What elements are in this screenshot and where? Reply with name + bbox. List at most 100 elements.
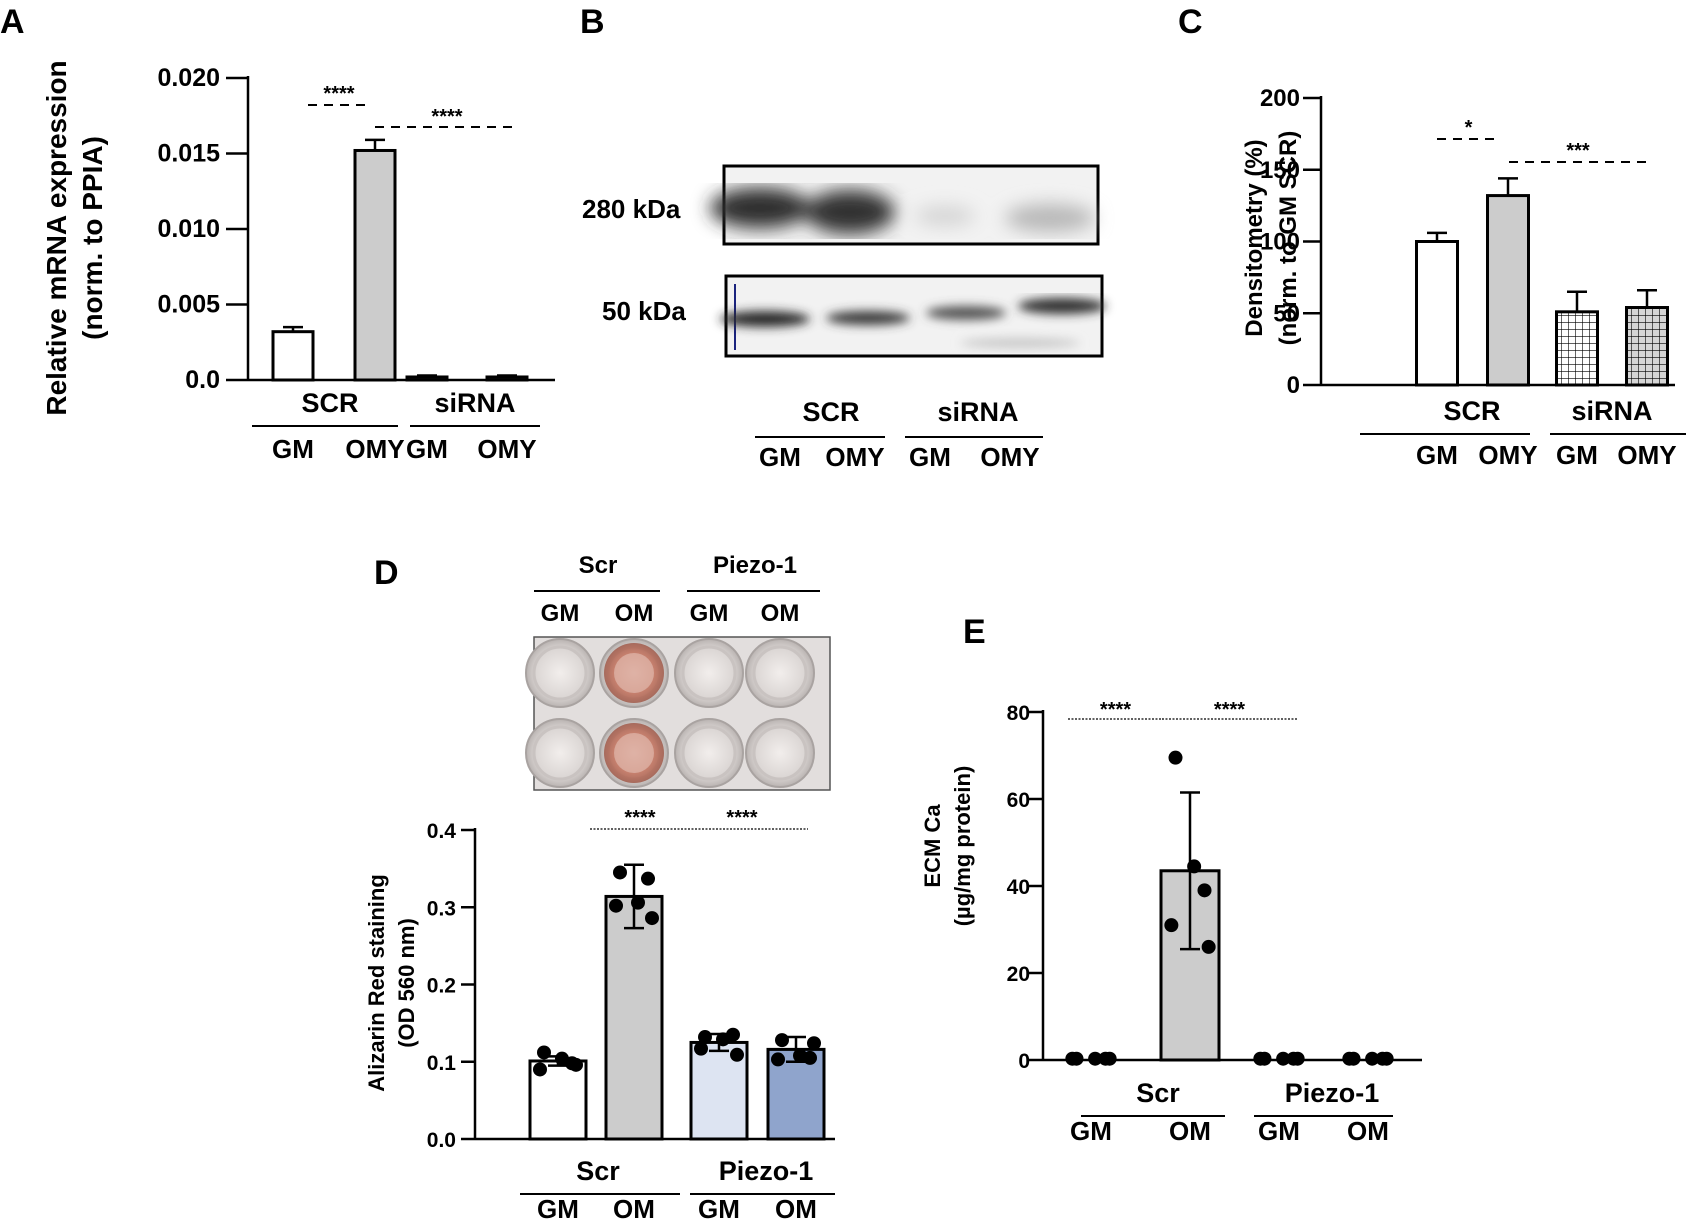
significance-label: ****	[1100, 699, 1131, 721]
y-axis-title-a: Relative mRNA expression (norm. to PPIA)	[41, 60, 108, 415]
alizarin-plate-photo	[525, 636, 831, 791]
data-point	[1290, 1051, 1305, 1066]
well	[525, 718, 595, 788]
group-label: Scr	[576, 1156, 620, 1186]
panel-letter-a: A	[0, 3, 25, 41]
bar	[604, 894, 664, 1141]
well-rim	[532, 645, 588, 701]
well-rim	[681, 725, 737, 781]
data-point	[537, 1045, 551, 1060]
y-tick-label: 0.015	[157, 140, 220, 168]
panel-letter-c: C	[1178, 3, 1203, 41]
significance-label: ***	[1566, 140, 1590, 162]
panel-letter-e: E	[963, 613, 986, 651]
data-point	[1379, 1051, 1394, 1066]
y-tick-label: 150	[1260, 157, 1300, 184]
group-label: Piezo-1	[1285, 1078, 1380, 1108]
y-tick-label: 0.4	[427, 820, 457, 843]
plate-labels: GM OM GM OM Scr Piezo-1	[534, 552, 820, 627]
well	[674, 638, 744, 708]
data-point	[1253, 1051, 1268, 1066]
data-point	[807, 1036, 821, 1051]
bar	[1555, 310, 1599, 387]
blot-group-label: SCR	[802, 397, 859, 427]
bar	[353, 148, 397, 382]
blot-column-label: OMY	[825, 442, 884, 472]
y-tick-label: 0.1	[427, 1052, 457, 1075]
svg-text:Relative mRNA expression: Relative mRNA expression	[41, 60, 72, 415]
blot-column-label: GM	[909, 442, 951, 472]
data-point	[730, 1047, 744, 1062]
y-tick-label: 0.005	[157, 291, 220, 319]
category-label: GM	[537, 1194, 579, 1222]
y-tick-label: 0.0	[427, 1129, 456, 1152]
y-tick-label: 0.2	[427, 975, 456, 998]
group-label: SCR	[1443, 396, 1500, 426]
group-label: Scr	[1136, 1078, 1180, 1108]
data-point	[698, 1030, 712, 1045]
y-tick-label: 0.0	[185, 366, 220, 394]
panel-letter-b: B	[580, 3, 605, 41]
data-point	[1102, 1051, 1117, 1066]
band-label-280: 280 kDa	[582, 194, 681, 224]
y-tick-label: 200	[1260, 85, 1300, 112]
data-point	[1164, 918, 1179, 933]
plate-column-label: GM	[541, 600, 580, 627]
category-label: GM	[698, 1194, 740, 1222]
category-label: OM	[1169, 1116, 1211, 1146]
well-rim	[681, 645, 737, 701]
y-tick-label: 0	[1018, 1050, 1030, 1073]
svg-text:(OD 560 nm): (OD 560 nm)	[394, 918, 419, 1048]
y-tick-label: 20	[1007, 963, 1030, 986]
blot-bands-50	[720, 298, 1106, 348]
data-point	[775, 1033, 789, 1048]
blot-group-label: siRNA	[937, 397, 1018, 427]
category-label: OM	[1347, 1116, 1389, 1146]
y-tick-label: 0	[1287, 372, 1300, 399]
y-axis-title-d: Alizarin Red staining (OD 560 nm)	[364, 874, 419, 1092]
category-label: OMY	[1478, 440, 1537, 470]
plate-column-label: OM	[761, 600, 800, 627]
data-point	[569, 1057, 583, 1072]
y-tick-label: 0.020	[157, 64, 220, 92]
data-point	[645, 911, 659, 926]
band-label-50: 50 kDa	[602, 296, 686, 326]
data-point	[1088, 1051, 1103, 1066]
y-axis-title-e: ECM Ca (µg/mg protein)	[920, 766, 975, 927]
svg-text:Alizarin Red staining: Alizarin Red staining	[364, 874, 389, 1092]
bar	[271, 330, 315, 382]
chart-d: 0.0 0.1 0.2 0.3 0.4 GM OM GM OM Scr Piezo-1 **** ***…	[427, 807, 835, 1222]
plate-column-label: OM	[615, 600, 654, 627]
category-label: OMY	[1617, 440, 1676, 470]
chart-e: 0 20 40 60 80 GM OM GM OM Scr Piezo-1 **** ****	[1007, 699, 1422, 1146]
y-tick-label: 40	[1007, 876, 1030, 899]
red-stain-center	[614, 733, 654, 773]
blot-labels: GM OMY GM OMY SCR siRNA	[755, 397, 1043, 472]
data-point	[716, 1032, 730, 1047]
blot-column-label: OMY	[980, 442, 1039, 472]
well-rim	[752, 645, 808, 701]
data-point	[1201, 939, 1216, 954]
data-point	[533, 1062, 547, 1077]
data-point	[1365, 1051, 1380, 1066]
bar	[405, 375, 449, 382]
category-label: OMY	[477, 434, 536, 464]
y-tick-label: 50	[1273, 300, 1300, 327]
category-label: GM	[1416, 440, 1458, 470]
y-tick-label: 0.010	[157, 215, 220, 243]
data-point	[641, 871, 655, 886]
svg-text:(norm. to GM SCR): (norm. to GM SCR)	[1275, 131, 1302, 346]
significance-label: ****	[323, 83, 354, 105]
data-point	[631, 895, 645, 910]
significance-label: ****	[726, 807, 757, 829]
group-label: siRNA	[434, 388, 515, 418]
significance-label: ****	[1214, 699, 1245, 721]
group-label: Piezo-1	[719, 1156, 814, 1186]
data-point	[1065, 1051, 1080, 1066]
well	[525, 638, 595, 708]
significance-label: ****	[431, 106, 462, 128]
blot-column-label: GM	[759, 442, 801, 472]
bar	[1415, 240, 1459, 387]
